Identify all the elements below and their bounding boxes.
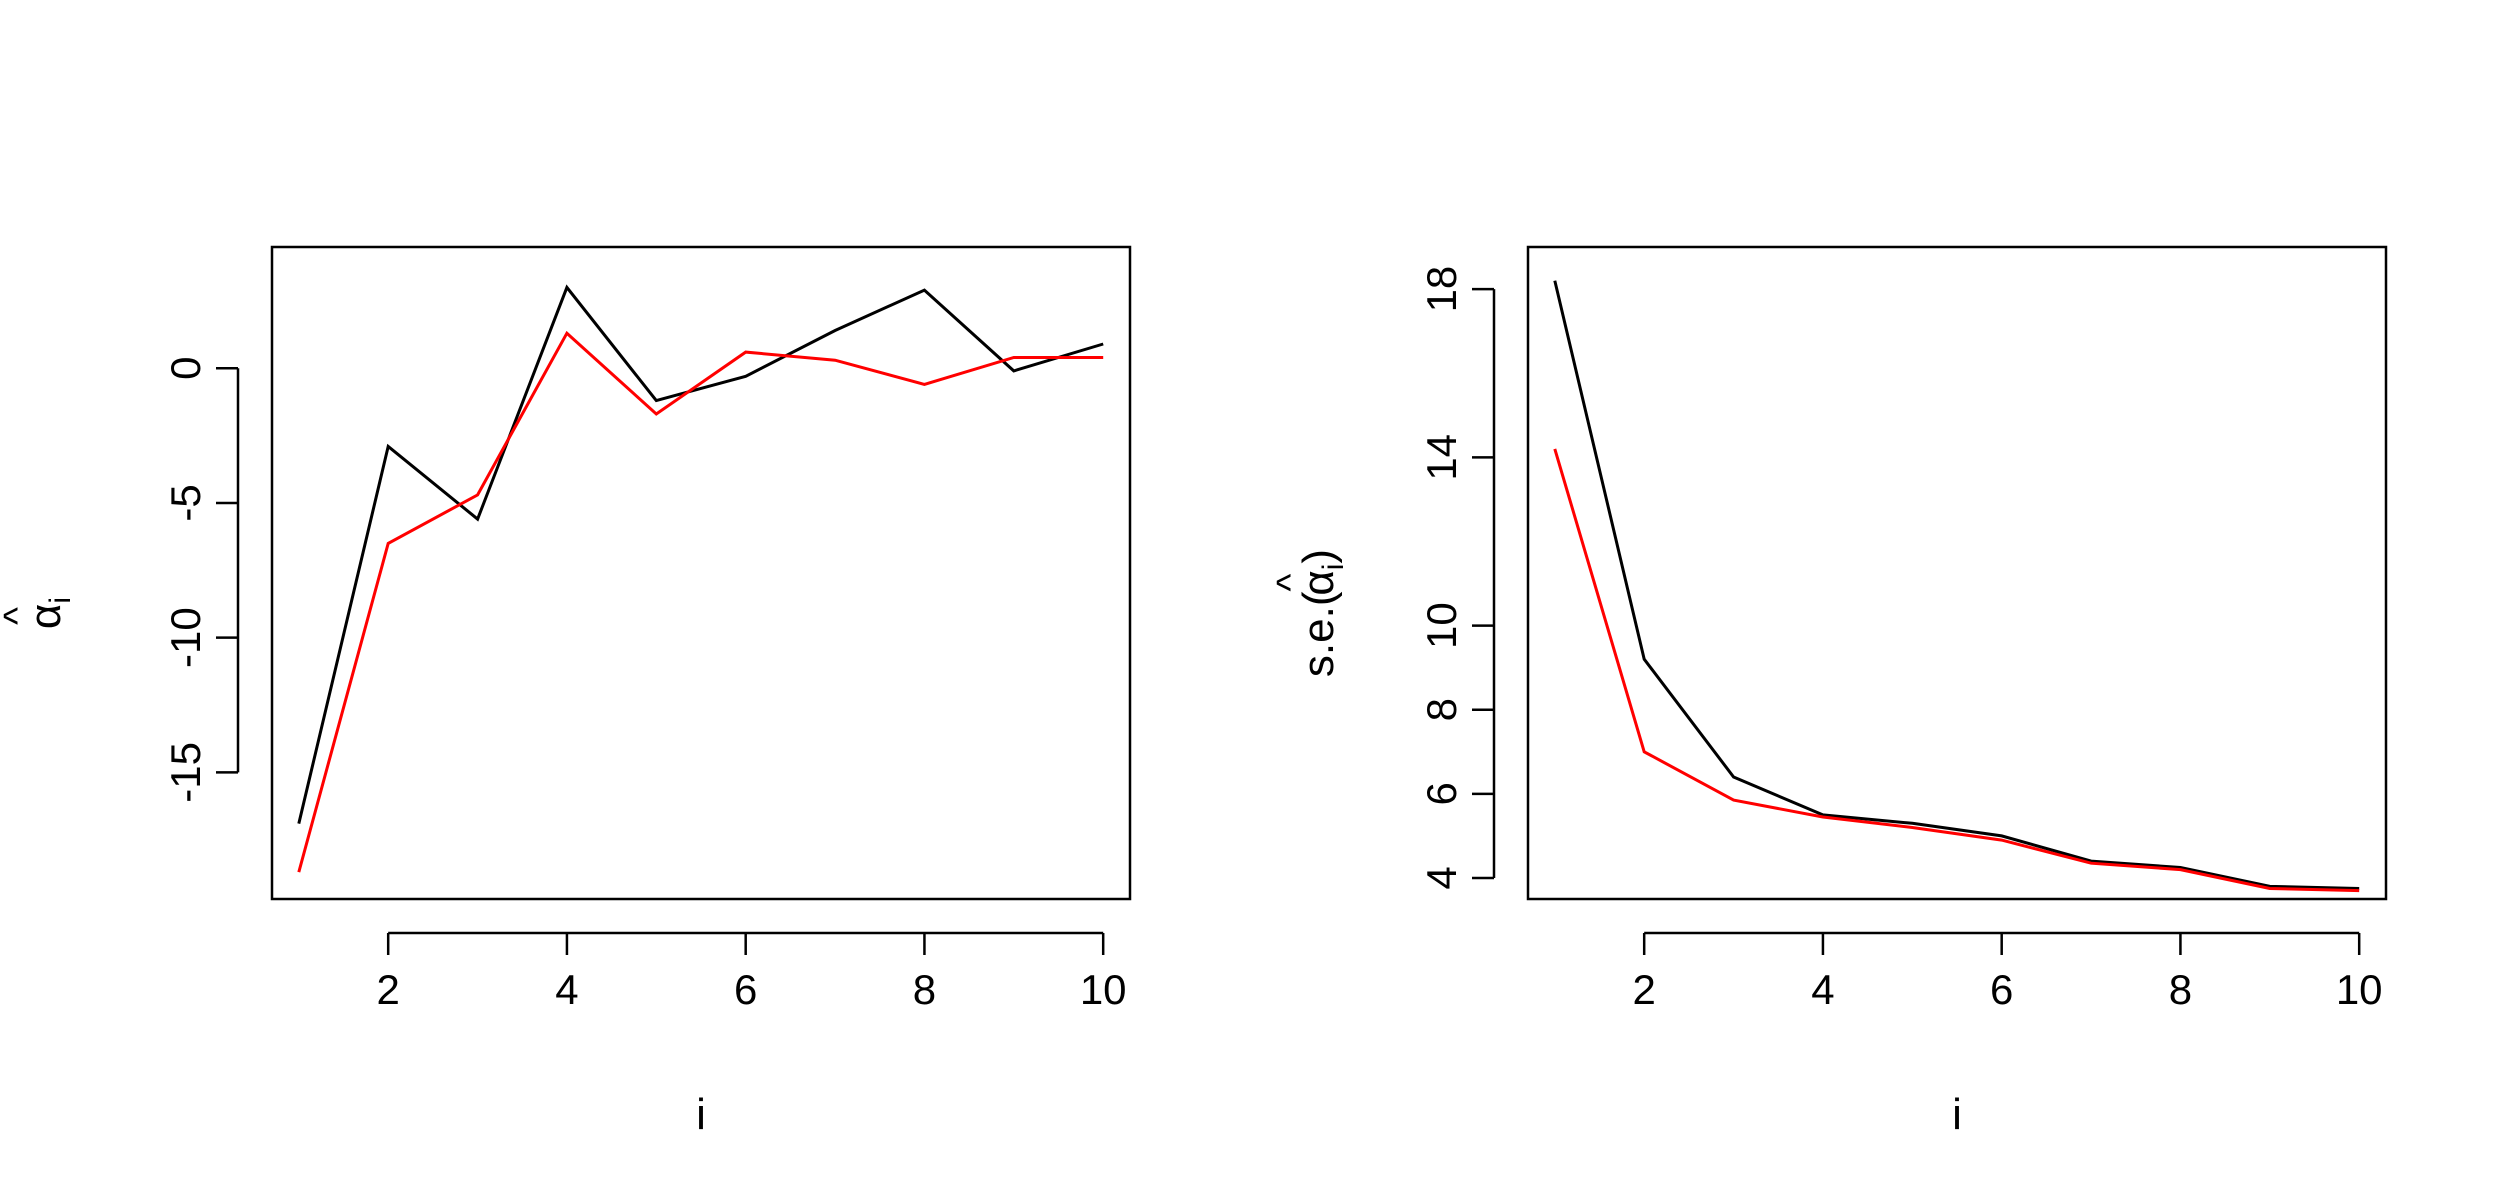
x-tick-label: 8 [2169,966,2192,1013]
series-line-1 [1553,280,2360,890]
y-tick-label: -10 [162,607,209,668]
y-label-hat: ^ [1270,574,1312,592]
x-tick-label: 4 [1811,966,1834,1013]
x-tick-label: 6 [734,966,757,1013]
y-label-prefix: s.e.( [1294,591,1343,677]
y-label-subscript: i [44,597,77,604]
y-tick-label: 0 [162,357,209,380]
y-axis-label: ^αi [0,597,77,629]
y-tick-label: 8 [1418,698,1465,721]
y-tick-label: 14 [1418,434,1465,481]
y-tick-label: 18 [1418,266,1465,313]
x-axis-label: i [1952,1090,1962,1139]
x-tick-label: 2 [1633,966,1656,1013]
y-tick-label: 6 [1418,782,1465,805]
series-line-1 [297,284,1104,824]
x-tick-label: 10 [1080,966,1127,1013]
x-tick-label: 4 [555,966,578,1013]
y-axis-label: s.e.(^αi) [1270,549,1350,677]
y-label-alpha: α [21,604,70,629]
x-tick-label: 2 [377,966,400,1013]
series-line-2 [297,330,1104,873]
alpha-hat-panel: 2 4 6 8 10-15-10-50i^αi [0,245,1132,1139]
y-label-hat: ^ [0,607,39,625]
y-label-subscript: i [1317,564,1350,571]
x-tick-label: 10 [2336,966,2383,1013]
x-tick-label: 8 [913,966,936,1013]
plot-frame [1526,245,2388,901]
y-tick-label: -5 [162,484,209,521]
series-line-2 [1553,448,2360,893]
y-label-alpha: α [1294,570,1343,595]
y-tick-label: -15 [162,742,209,803]
y-tick-label: 10 [1418,602,1465,649]
plot-frame [270,245,1132,901]
x-tick-label: 6 [1990,966,2013,1013]
y-label-suffix: ) [1294,549,1343,564]
x-axis-label: i [696,1090,706,1139]
y-tick-label: 4 [1418,866,1465,889]
